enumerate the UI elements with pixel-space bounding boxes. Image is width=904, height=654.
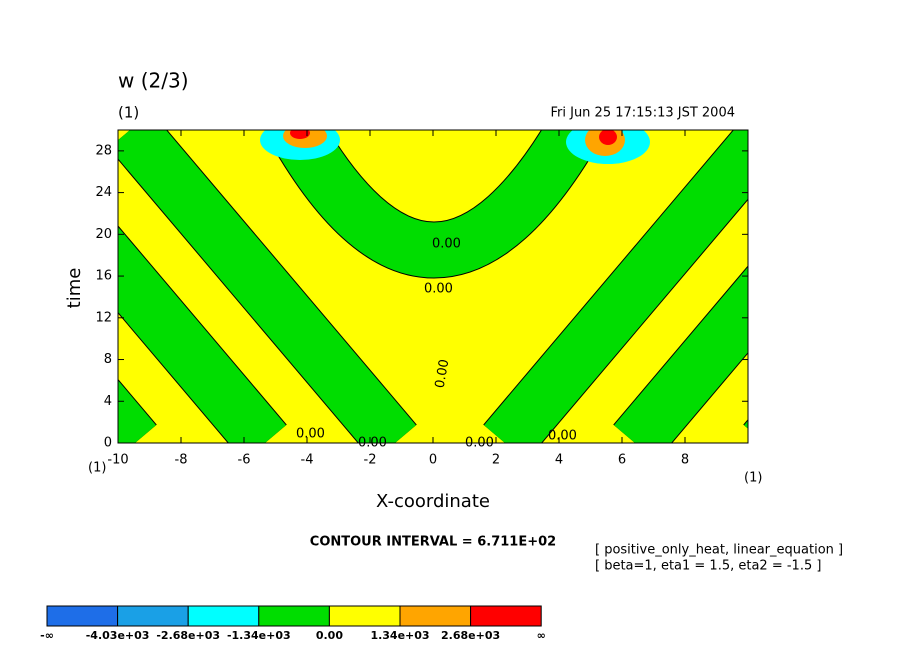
x-tick-label: -8 xyxy=(175,453,188,468)
chart-title: w (2/3) xyxy=(118,69,189,93)
colorbar-box xyxy=(258,605,330,627)
y-axis-label: time xyxy=(64,268,85,309)
x-tick-label: 0 xyxy=(429,453,437,468)
y-tick-label: 16 xyxy=(95,269,112,284)
colorbar-label: -2.68e+03 xyxy=(156,629,220,642)
colorbar-box xyxy=(328,605,401,627)
note: [ beta=1, eta1 = 1.5, eta2 = -1.5 ] xyxy=(595,559,821,574)
timestamp: Fri Jun 25 17:15:13 JST 2004 xyxy=(550,106,735,121)
subtitle: (1) xyxy=(118,104,139,122)
contour-label: 0.00 xyxy=(296,427,325,442)
colorbar-label: 0.00 xyxy=(316,629,343,642)
y-tick-label: 4 xyxy=(104,394,112,409)
corner-label: (1) xyxy=(88,461,106,476)
contour-label: 0.00 xyxy=(433,358,453,389)
x-tick-label: -2 xyxy=(364,453,377,468)
colorbar-box xyxy=(187,605,260,627)
y-tick-label: 0 xyxy=(104,436,112,451)
x-tick-label: 2 xyxy=(492,453,500,468)
colorbar-label: 1.34e+03 xyxy=(370,629,429,642)
contour-label: 0.00 xyxy=(548,429,577,444)
colorbar-label: -1.34e+03 xyxy=(227,629,291,642)
colorbar-label: -4.03e+03 xyxy=(86,629,150,642)
contour-labels: 0.00 0.00 0.00 0.00 0.00 0.00 0.00 xyxy=(296,237,577,451)
x-tick-label: 8 xyxy=(681,453,689,468)
y-tick-label: 20 xyxy=(95,227,112,242)
top-blob xyxy=(260,130,650,164)
contour-label: 0.00 xyxy=(424,282,453,297)
contour-interval: CONTOUR INTERVAL = 6.711E+02 xyxy=(310,535,556,550)
y-tick-label: 12 xyxy=(95,310,112,325)
colorbar-end: -∞ xyxy=(40,629,54,642)
contour-label: 0.00 xyxy=(432,237,461,252)
note: [ positive_only_heat, linear_equation ] xyxy=(595,543,843,558)
x-tick-label: -4 xyxy=(301,453,314,468)
colorbar-box xyxy=(470,605,542,627)
contour-label: 0.00 xyxy=(358,436,387,451)
colorbar-end: ∞ xyxy=(537,629,546,642)
colorbar-box xyxy=(46,605,119,627)
corner-label: (1) xyxy=(744,471,762,486)
x-axis-label: X-coordinate xyxy=(376,491,490,512)
colorbar-label: 2.68e+03 xyxy=(441,629,500,642)
y-tick-label: 24 xyxy=(95,185,112,200)
contour-field xyxy=(118,130,748,443)
x-tick-label: -6 xyxy=(238,453,251,468)
colorbar-box xyxy=(117,605,189,627)
colorbar-box xyxy=(399,605,472,627)
contour-label: 0.00 xyxy=(465,436,494,451)
y-tick-label: 8 xyxy=(104,352,112,367)
y-tick-label: 28 xyxy=(95,143,112,158)
x-tick-label: 6 xyxy=(618,453,626,468)
x-tick-label: 4 xyxy=(555,453,563,468)
x-tick-label: -10 xyxy=(107,453,128,468)
